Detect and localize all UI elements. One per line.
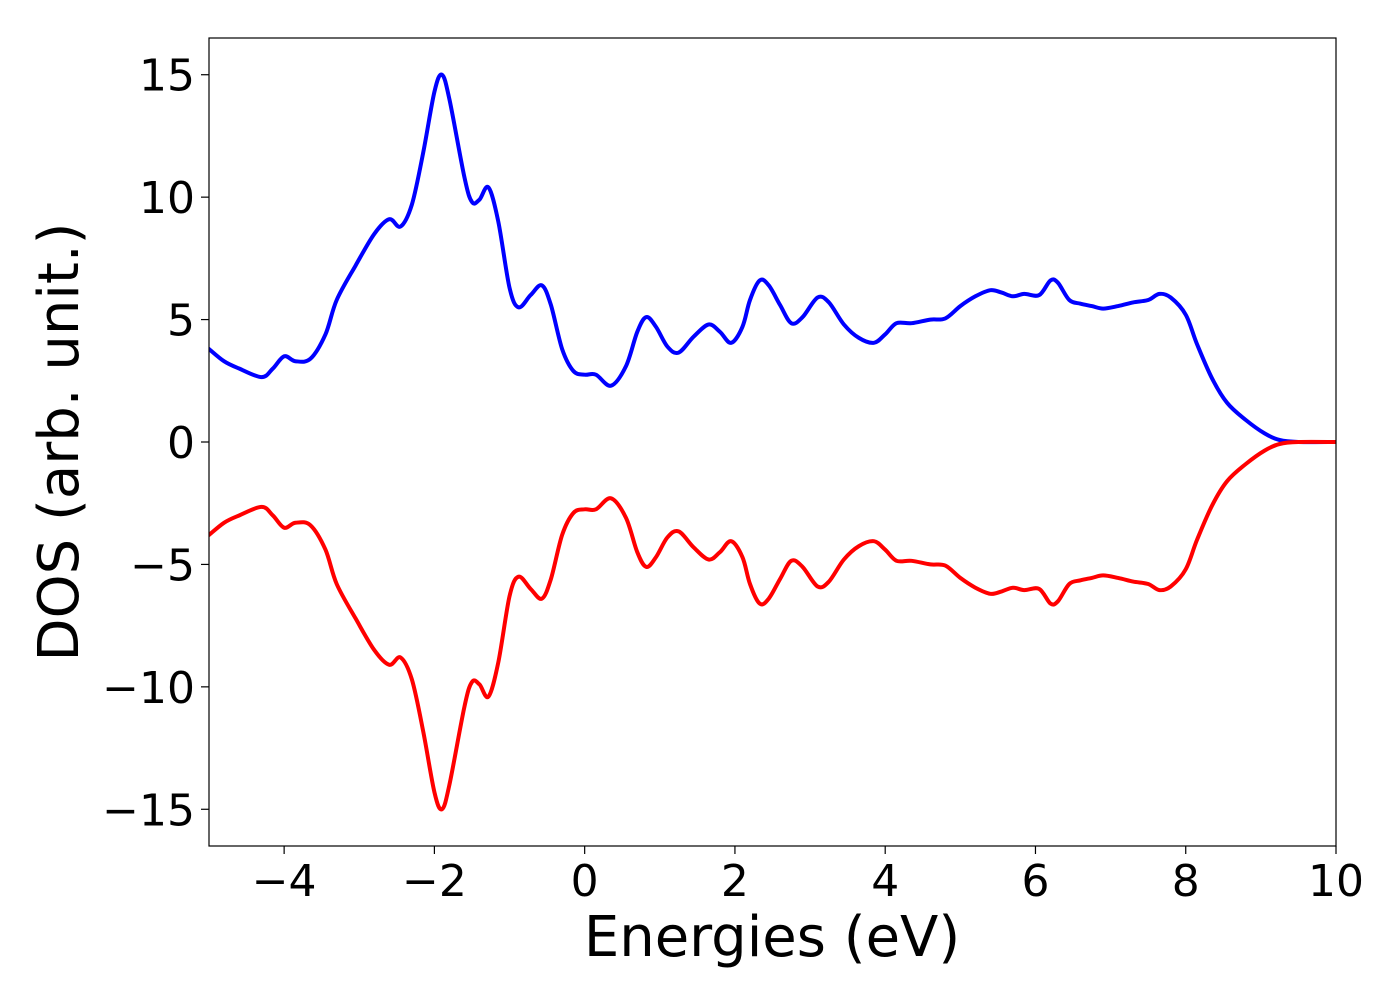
y-axis-ticks: −15 −10 −5 0 5 10 15 [102, 51, 209, 836]
spin-up-line [209, 72, 1336, 445]
y-tick-label: 5 [167, 296, 195, 347]
x-tick-label: 0 [571, 856, 599, 907]
spin-down-line [209, 439, 1336, 812]
x-tick-label: 10 [1308, 856, 1364, 907]
plot-frame [208, 37, 1337, 847]
y-tick-label: 15 [139, 51, 195, 102]
x-tick-label: 2 [721, 856, 749, 907]
x-axis-label: Energies (eV) [584, 905, 960, 970]
y-tick-label: −10 [102, 663, 195, 714]
series-layer [209, 72, 1336, 812]
y-tick-label: 0 [167, 418, 195, 469]
x-tick-label: 4 [871, 856, 899, 907]
y-axis-label: DOS (arb. unit.) [27, 222, 92, 661]
x-tick-label: 6 [1021, 856, 1049, 907]
x-tick-label: 8 [1172, 856, 1200, 907]
y-tick-label: −15 [102, 785, 195, 836]
x-axis-ticks: −4 −2 0 2 4 6 8 10 [252, 846, 1364, 907]
x-tick-label: −4 [252, 856, 317, 907]
x-tick-label: −2 [402, 856, 467, 907]
y-tick-label: 10 [139, 173, 195, 224]
y-tick-label: −5 [130, 540, 195, 591]
